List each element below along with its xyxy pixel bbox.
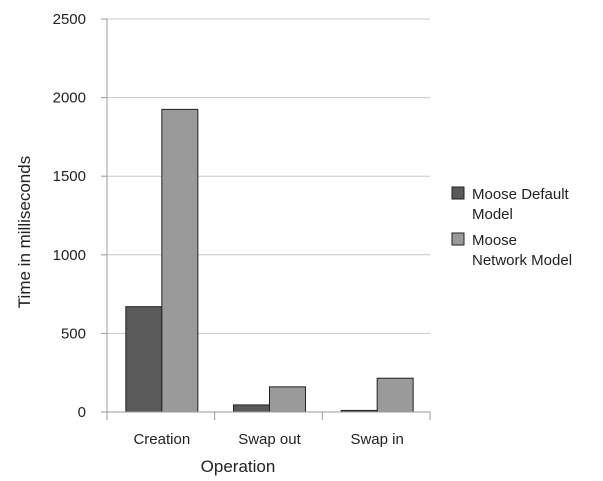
legend-swatch <box>451 186 465 200</box>
y-tick-label: 500 <box>61 325 86 342</box>
y-tick-label: 2000 <box>53 90 86 107</box>
y-tick-label: 1500 <box>53 168 86 185</box>
bars <box>125 108 414 413</box>
y-axis-title: Time in milliseconds <box>15 156 34 308</box>
legend-label: Network Model <box>472 252 572 269</box>
axes: 0 500 1000 1500 2000 2500 Creation Swap out Swap… <box>53 11 431 448</box>
y-tick-label: 2500 <box>53 11 86 28</box>
x-tick-label: Creation <box>133 431 190 448</box>
bar-network-model <box>376 377 414 413</box>
bar-network-model <box>161 108 199 413</box>
legend-label: Model <box>472 206 513 223</box>
legend-label: Moose Default <box>472 186 570 203</box>
y-tick-label: 0 <box>78 404 86 421</box>
x-tick-label: Swap in <box>350 431 403 448</box>
y-tick-label: 1000 <box>53 247 86 264</box>
bar-default-model <box>233 404 270 413</box>
legend-label: Moose <box>472 232 517 249</box>
bar-default-model <box>125 306 163 413</box>
x-tick-label: Swap out <box>238 431 301 448</box>
legend-swatch <box>451 232 465 246</box>
legend: Moose Default Model Moose Network Model <box>451 186 572 269</box>
bar-network-model <box>269 386 306 413</box>
x-axis-title: Operation <box>201 457 276 476</box>
